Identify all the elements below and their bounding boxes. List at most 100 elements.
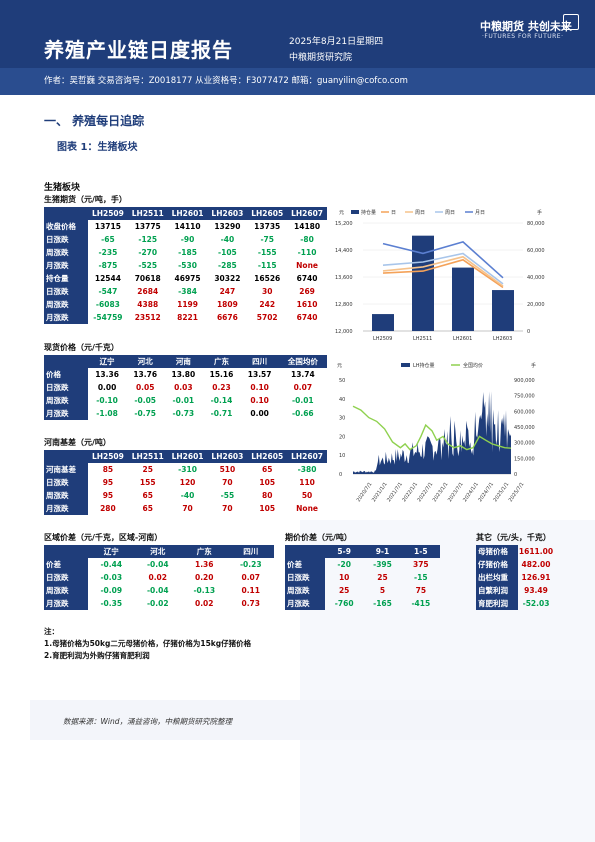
institute-name: 中粮期货研究院 [289, 53, 353, 63]
table-row: 月涨跌 -760 -165 -415 [285, 597, 440, 610]
table-row: 育肥利润 -52.03 [476, 597, 554, 610]
column-header [44, 207, 88, 220]
table-cell: 126.91 [521, 573, 551, 582]
table-cell: 6740 [296, 274, 318, 283]
table-cell: 1809 [216, 300, 238, 309]
table-cell: 85 [102, 465, 114, 474]
table-cell: -55 [220, 491, 235, 500]
column-header [285, 545, 325, 558]
table-cell: 0.02 [194, 599, 214, 608]
left-tick-label: 12,000 [335, 329, 353, 335]
legend-label: 周日 [445, 210, 455, 216]
column-header: 广东 [202, 355, 241, 368]
column-header: LH2509 [88, 207, 128, 220]
company-slogan: ·FUTURES FOR FUTURE· [482, 33, 564, 40]
table-cell: 70 [182, 504, 193, 513]
table-cell: 25 [142, 465, 153, 474]
table-cell: -235 [98, 248, 118, 257]
legend-label: LH持仓量 [413, 362, 435, 369]
table-cell: 0.07 [241, 573, 260, 582]
table-cell: 510 [219, 465, 236, 474]
bar [452, 267, 474, 331]
column-header: LH2605 [247, 450, 288, 463]
table-cell: -0.66 [292, 409, 314, 418]
table-cell: 80 [262, 491, 273, 500]
legend-label: 月日 [475, 210, 485, 216]
table-cell: -395 [373, 560, 392, 569]
table-cell: 65 [262, 465, 273, 474]
row-label: 持仓量 [44, 272, 88, 285]
table-cell: -0.05 [134, 396, 157, 405]
table-row: 日涨跌 -547 2684 -384 247 30 269 [44, 285, 327, 298]
table-cell: 6676 [216, 313, 238, 322]
table-row: 周涨跌 -0.10 -0.05 -0.01 -0.14 0.10 -0.01 [44, 394, 327, 407]
note-line: 2.育肥利润为外购仔猪育肥利润 [44, 651, 150, 660]
background-decoration [300, 520, 595, 842]
legend-label: 全国均价 [463, 362, 483, 369]
table-cell: 25 [338, 586, 350, 595]
row-label: 日涨跌 [44, 381, 88, 394]
background-decoration-2 [30, 700, 595, 740]
column-header: LH2511 [127, 207, 168, 220]
bar [492, 290, 514, 331]
table-row: 周涨跌 -0.09 -0.04 -0.13 0.11 [44, 584, 274, 597]
table-cell: -875 [98, 261, 118, 270]
column-header: LH2603 [207, 207, 248, 220]
right-tick-label: 40,000 [527, 275, 545, 281]
table-cell: 105 [259, 478, 276, 487]
legend-label: 周日 [415, 210, 425, 216]
column-header: LH2605 [247, 207, 288, 220]
table-cell: 1610 [296, 300, 318, 309]
table-cell: -285 [218, 261, 237, 270]
table-row: 月涨跌 -54759 23512 8221 6676 5702 6740 [44, 311, 327, 324]
table-cell: 95 [102, 491, 114, 500]
report-date: 2025年8月21日星期四 [289, 37, 384, 47]
calendar-spread-table: 5-9 9-1 1-5 价差 -20 -395 375 日涨跌 10 25 -15 周涨跌 25 5 75 月… [285, 545, 440, 610]
table-row: 月涨跌 -0.35 -0.02 0.02 0.73 [44, 597, 274, 610]
table-cell: 0.05 [135, 383, 155, 392]
series-line [382, 241, 504, 279]
x-tick-label: 2025/7/1 [508, 481, 526, 503]
table-cell: -0.14 [210, 396, 233, 405]
notes-title: 注： [44, 627, 59, 636]
table-cell: 65 [142, 504, 153, 513]
table-cell: 25 [377, 573, 388, 582]
column-header: LH2601 [167, 207, 208, 220]
table-cell: 70 [222, 504, 233, 513]
table-cell: -75 [260, 235, 274, 244]
table-cell: 0.11 [241, 586, 260, 595]
x-tick-label: LH2603 [493, 336, 512, 342]
table-cell: -90 [180, 235, 195, 244]
table-cell: 280 [100, 504, 116, 513]
table-cell: -20 [337, 560, 351, 569]
table-cell: -547 [98, 287, 118, 296]
row-label: 月涨跌 [44, 259, 88, 272]
series-line [382, 252, 504, 285]
table-row: 自繁利润 93.49 [476, 584, 554, 597]
table-row: 日涨跌 0.00 0.05 0.03 0.23 0.10 0.07 [44, 381, 327, 394]
regional-table-title: 区域价差（元/千克，区域-河南） [44, 533, 163, 542]
author-line: 作者：吴哲巍 交易咨询号：Z0018177 从业资格号：F3077472 邮箱：… [44, 76, 408, 86]
left-axis-unit: 元 [339, 210, 344, 216]
spot-price-table: 辽宁 河北 河南 广东 四川 全国均价 价格 13.36 13.76 13.80 15.16 13.5… [44, 355, 327, 420]
series-line [382, 258, 504, 289]
table-cell: -0.44 [100, 560, 123, 569]
table-cell: -0.01 [172, 396, 195, 405]
table-row: 日涨跌 10 25 -15 [285, 571, 440, 584]
legend-label: 持仓量 [361, 209, 376, 216]
row-label: 周涨跌 [285, 584, 325, 597]
column-header: 辽宁 [88, 545, 135, 558]
table-row: 日涨跌 -0.03 0.02 0.20 0.07 [44, 571, 274, 584]
column-header: LH2603 [207, 450, 248, 463]
data-source: 数据来源：Wind，涌益咨询，中粮期货研究院整理 [63, 717, 233, 726]
row-label: 月涨跌 [44, 311, 88, 324]
bar [412, 235, 434, 331]
left-tick-label: 20 [339, 434, 345, 440]
table-cell: None [296, 261, 318, 270]
report-title: 养殖产业链日度报告 [44, 38, 233, 62]
row-label: 日涨跌 [285, 571, 325, 584]
table-row: 仔猪价格 482.00 [476, 558, 554, 571]
calendar-table-title: 期价价差（元/吨） [285, 533, 352, 542]
table-cell: 2684 [137, 287, 159, 296]
table-header-row: LH2509 LH2511 LH2601 LH2603 LH2605 LH2607 [44, 207, 327, 220]
